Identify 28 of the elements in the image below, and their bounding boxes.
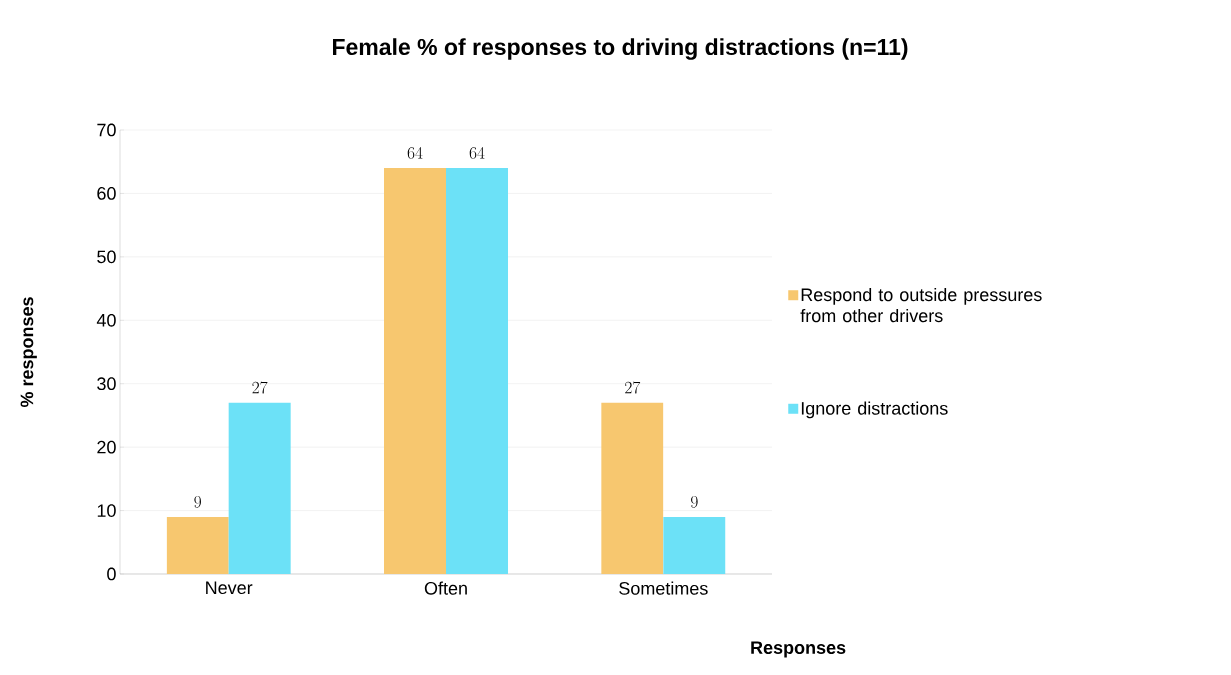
data-label: 64	[469, 146, 485, 159]
bar	[663, 516, 726, 574]
bar	[446, 168, 508, 574]
data-label: 9	[691, 495, 698, 508]
bar	[601, 402, 664, 574]
data-label: 27	[252, 381, 268, 394]
y-tick-label: 10	[97, 504, 116, 517]
data-label: 9	[194, 495, 201, 508]
x-axis-title: Responses	[751, 641, 846, 658]
x-tick-label: Often	[424, 581, 467, 595]
y-tick-label: 30	[97, 377, 116, 391]
y-tick-label: 50	[97, 250, 116, 264]
data-label: 27	[625, 381, 641, 394]
y-tick-label: 70	[97, 123, 116, 137]
bar	[166, 516, 229, 574]
bar	[384, 168, 446, 574]
y-tick-label: 20	[97, 440, 116, 454]
y-tick-label: 40	[96, 313, 116, 327]
legend-label: Respond to outside pressures from other drivers	[800, 287, 1042, 323]
chart-title: Female % of responses to driving distractions (n=11)	[333, 38, 908, 60]
y-tick-label: 60	[97, 187, 116, 200]
y-tick-label: 0	[107, 567, 116, 581]
data-label: 64	[407, 146, 423, 159]
x-tick-label: Sometimes	[619, 581, 708, 595]
legend-label: Ignore distractions	[801, 401, 948, 419]
y-axis-title: % responses	[20, 297, 37, 408]
bar	[228, 402, 291, 574]
x-tick-label: Never	[206, 581, 253, 595]
